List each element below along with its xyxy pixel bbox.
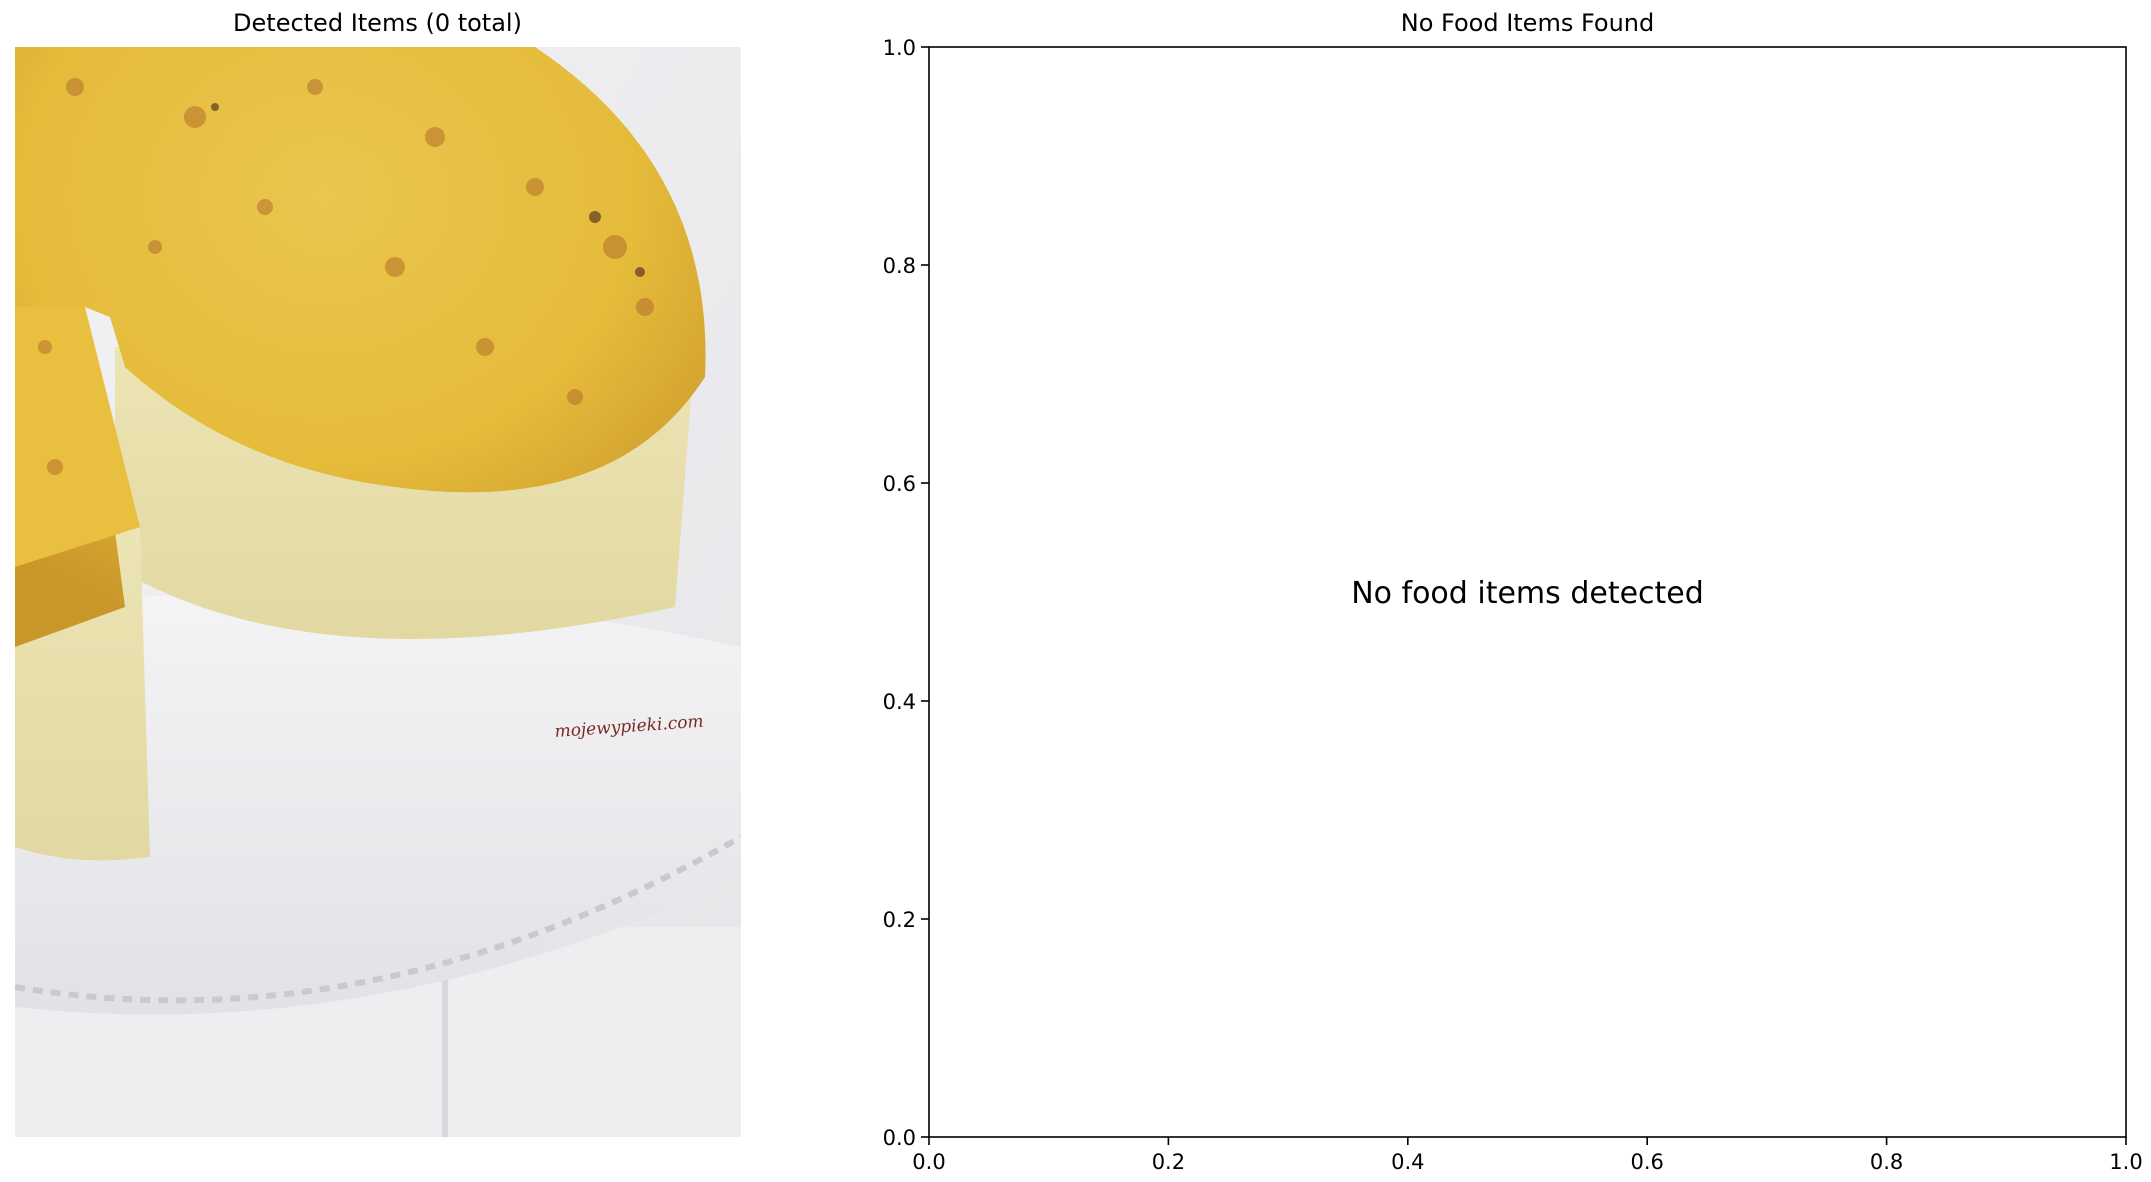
x-tick-label: 0.8 bbox=[1870, 1150, 1903, 1174]
no-items-message: No food items detected bbox=[1351, 576, 1704, 611]
left-panel-title: Detected Items (0 total) bbox=[233, 9, 522, 37]
axes-frame bbox=[928, 46, 2127, 1138]
y-tick-label: 1.0 bbox=[883, 36, 916, 60]
y-tick-label: 0.2 bbox=[883, 908, 916, 932]
x-tick-label: 1.0 bbox=[2109, 1150, 2142, 1174]
x-tick-label: 0.6 bbox=[1630, 1150, 1663, 1174]
annotations: No food items detected bbox=[1351, 576, 1704, 611]
x-tick-label: 0.0 bbox=[912, 1150, 945, 1174]
x-tick-label: 0.2 bbox=[1152, 1150, 1185, 1174]
x-tick-label: 0.4 bbox=[1391, 1150, 1424, 1174]
y-tick-label: 0.0 bbox=[883, 1126, 916, 1150]
cake-photo: mojewypieki.com bbox=[15, 47, 741, 1137]
y-tick-label: 0.4 bbox=[883, 690, 916, 714]
y-tick-label: 0.8 bbox=[883, 254, 916, 278]
y-tick-label: 0.6 bbox=[883, 472, 916, 496]
x-axis: 0.0 0.2 0.4 0.6 0.8 1.0 bbox=[912, 1137, 2143, 1174]
y-axis: 0.0 0.2 0.4 0.6 0.8 1.0 bbox=[883, 36, 929, 1150]
chart-title: No Food Items Found bbox=[1400, 9, 1655, 37]
